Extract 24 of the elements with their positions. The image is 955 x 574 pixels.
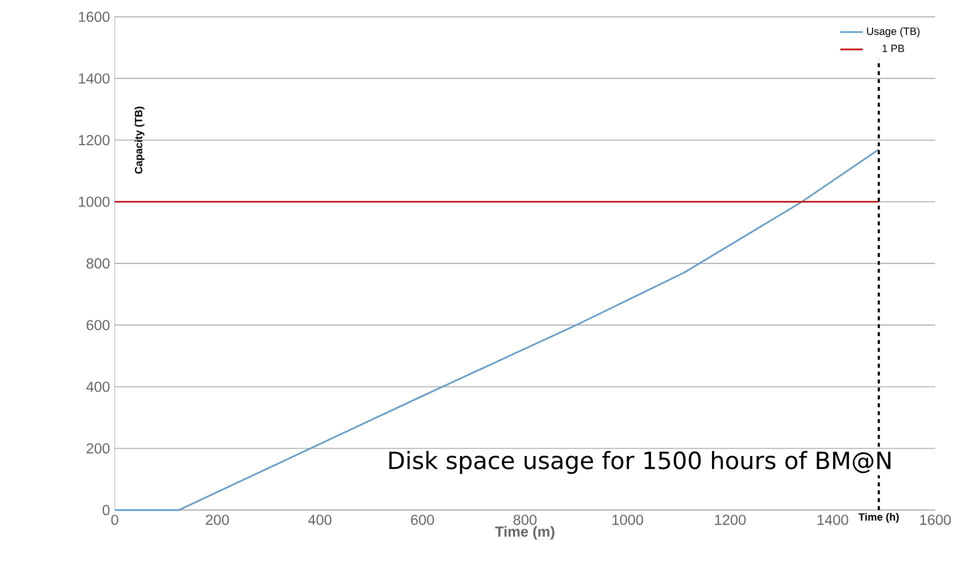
- y-tick-label: 600: [86, 320, 110, 330]
- y-tick-label: 1000: [78, 196, 110, 207]
- x-tick-label: 400: [308, 514, 332, 525]
- y-axis-title: Capacity (TB): [134, 106, 144, 174]
- y-tick-label: 1400: [78, 73, 110, 84]
- x-tick-label: 1400: [818, 514, 848, 525]
- y-tick-label: 1600: [78, 12, 110, 22]
- x-tick-label: 0: [111, 514, 118, 525]
- y-tick-label: 200: [86, 443, 110, 454]
- x-tick-label: 1000: [612, 514, 644, 525]
- annotation: Disk space usage for 1500 hours of BM@N: [389, 450, 890, 474]
- ref-line-label: Time (h): [858, 512, 899, 523]
- x-tick-label: 200: [206, 514, 229, 525]
- y-tick-label: 800: [86, 258, 110, 268]
- x-tick-label: 800: [514, 514, 537, 525]
- y-tick-label: 0: [102, 504, 110, 516]
- legend-label: Usage (TB): [867, 27, 920, 37]
- x-axis-title: Time (m): [495, 526, 554, 540]
- y-tick-label: 400: [86, 381, 110, 392]
- y-tick-label: 1200: [78, 134, 110, 146]
- x-tick-label: 1600: [920, 514, 951, 525]
- x-tick-label: 1200: [715, 514, 746, 525]
- legend-label: 1 PB: [882, 44, 904, 52]
- x-tick-label: 600: [411, 514, 434, 525]
